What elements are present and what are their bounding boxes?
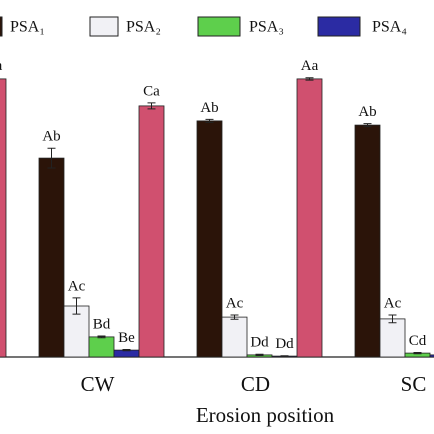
bar: [138, 105, 165, 358]
legend-label: PSA₃: [249, 19, 284, 36]
legend-label: PSA₄: [372, 19, 407, 36]
legend-swatch: [0, 16, 3, 37]
error-bar: [147, 102, 156, 110]
data-label: Dd: [275, 336, 294, 352]
x-tick-label: CW: [81, 372, 115, 396]
x-tick-label: SC: [401, 372, 427, 396]
data-label: Bd: [93, 316, 111, 332]
data-label: Ac: [68, 278, 86, 294]
data-label: Aa: [0, 58, 3, 74]
x-axis-title: Erosion position: [196, 403, 335, 427]
data-label: Ab: [358, 104, 376, 120]
error-bar: [280, 355, 289, 357]
legend-swatch: [89, 16, 119, 37]
data-label: Ab: [42, 129, 60, 145]
bar: [429, 354, 434, 358]
data-label: Ac: [384, 295, 402, 311]
error-bar: [97, 335, 106, 339]
bar: [354, 124, 381, 358]
legend-swatch: [317, 16, 361, 37]
error-bar: [255, 353, 264, 356]
bar: [38, 157, 65, 358]
legend-label: PSA₁: [10, 19, 45, 36]
bar: [0, 78, 7, 358]
bar: [88, 336, 115, 358]
error-bar: [72, 297, 81, 315]
legend-swatch: [197, 16, 241, 37]
data-label: Cd: [409, 333, 427, 349]
data-label: Dd: [250, 335, 269, 351]
error-bar: [122, 349, 131, 352]
data-label: Be: [118, 330, 135, 346]
legend-label: PSA₂: [126, 19, 161, 36]
data-label: Ca: [143, 83, 160, 99]
error-bar: [363, 123, 372, 128]
error-bar: [388, 314, 397, 324]
bar: [296, 78, 323, 358]
bar: [379, 318, 406, 358]
data-label: Aa: [301, 58, 319, 74]
data-label: Ab: [200, 100, 218, 116]
error-bar: [47, 147, 56, 169]
bar: [221, 316, 248, 358]
x-tick-label: CD: [241, 372, 270, 396]
error-bar: [205, 118, 214, 123]
error-bar: [230, 314, 239, 320]
error-bar: [305, 77, 314, 81]
data-label: Ac: [226, 295, 244, 311]
error-bar: [413, 352, 422, 355]
bar: [196, 120, 223, 358]
